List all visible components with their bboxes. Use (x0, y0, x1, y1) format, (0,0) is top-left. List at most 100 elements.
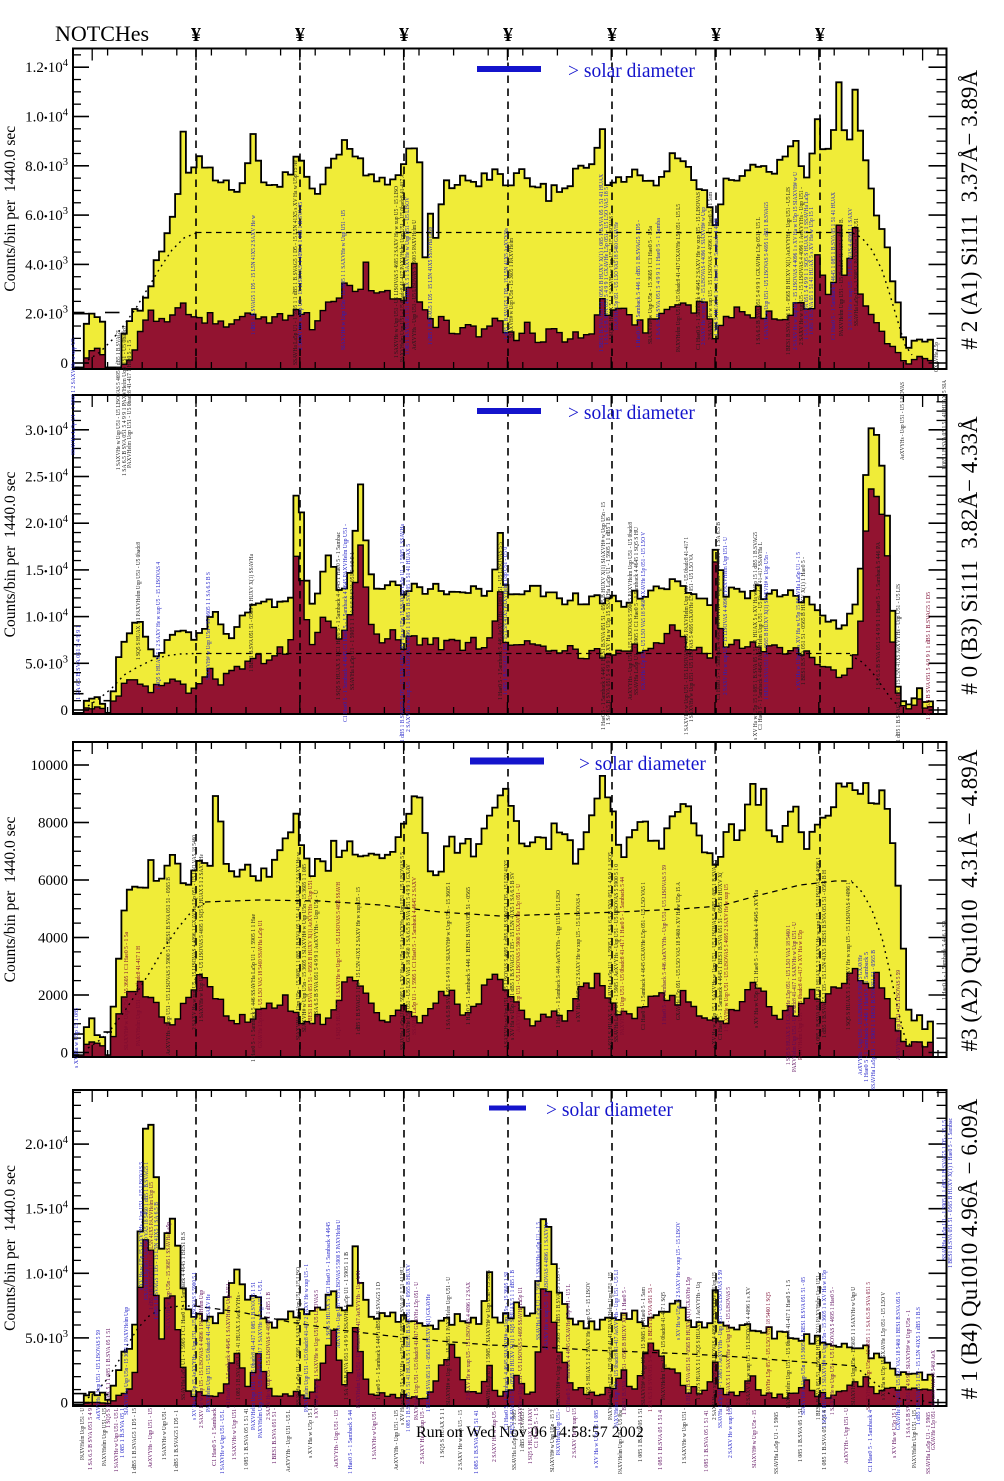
svg-text:GXAVHe L5p 051 - U5 L5O VA5 18: GXAVHe L5p 051 - U5 L5O VA5 18 5460 s XV… (676, 881, 682, 1020)
svg-text:8.0•103: 8.0•103 (25, 157, 68, 175)
svg-text:SIAXVH# w Uqp U5n - 15 3605 1: SIAXVH# w Uqp U5n - 15 3605 1 1 SAXVHe w… (851, 1286, 857, 1405)
svg-text:1.5•104: 1.5•104 (25, 1200, 69, 1218)
svg-text:s XV Ha w U5p 15 s XV Ha w U5p: s XV Ha w U5p 15 s XV Ha w U5p 15 SSAVHa… (796, 552, 802, 690)
svg-text:1 SAXVHe w Uqp U51 - U5 LISOVA: 1 SAXVHe w Uqp U51 - U5 LISOVAS 5 4695 1… (764, 202, 770, 340)
svg-text:6.0•103: 6.0•103 (25, 206, 68, 224)
svg-text:2 SAXV He w xup U5 - 15 LISOVA: 2 SAXV He w xup U5 - 15 LISOVAS 4 4096 1… (793, 171, 799, 350)
svg-text:PAXVHelm Uqp U51 - U5 0badc8 4: PAXVHelm Uqp U51 - U5 0badc8 41-417 2 SA… (304, 1264, 310, 1412)
svg-text:PAXVHelm Uqp U51 - U5 0badc8 4: PAXVHelm Uqp U51 - U5 0badc8 41-417 1 dB… (839, 217, 845, 336)
svg-text:1 BES1 B.SVA 051 51 -: 1 BES1 B.SVA 051 51 - (272, 1408, 278, 1464)
svg-text:1.5•104: 1.5•104 (25, 561, 69, 579)
svg-text:s XV Ha w U5p 15 2 SAXV He w x: s XV Ha w U5p 15 2 SAXV He w xup U5 - 15… (676, 1221, 682, 1340)
svg-text:1 085 1 B.SVA 05 1 51 4: 1 085 1 B.SVA 05 1 51 4 (658, 1410, 664, 1470)
svg-text:C1 Hae0 5 - 1 5: C1 Hae0 5 - 1 5 (534, 1408, 540, 1448)
svg-text:1 085 1 B.SVA 05 1 51 41 HUAX: 1 085 1 B.SVA 05 1 51 41 HUAX 5 2 SAXV H… (816, 857, 822, 1045)
svg-text:PAXVHelm Uqp U51 - U5 0badc8 4: PAXVHelm Uqp U51 - U5 0badc8 41-417 1 Ha… (127, 340, 133, 468)
svg-text:1 BES1 B.SVA 051 51 - 0565 B H: 1 BES1 B.SVA 051 51 - 0565 B HUXV X(1) 1… (598, 173, 605, 352)
svg-text:AeXVYHs - Uqp U51 - U5: AeXVYHs - Uqp U51 - U5 (334, 1410, 340, 1468)
svg-text:1 SA 6.5 B SVA 051 5 4 9 9 1 G: 1 SA 6.5 B SVA 051 5 4 9 9 1 GXAVHe L5p … (604, 187, 610, 345)
svg-text:1 Hae0 5 - 1 5amback 5 446 1 S: 1 Hae0 5 - 1 5amback 5 446 1 SA (942, 919, 948, 1000)
svg-text:AeXVYHs - Uqp U51 - U: AeXVYHs - Uqp U51 - U (844, 1407, 850, 1464)
svg-text:1 SAXVHe w Uqp U51 - U5 LISOVA: 1 SAXVHe w Uqp U51 - U5 LISOVAS 5 4695 P… (684, 537, 690, 735)
svg-text:1 BES1 B.SVA 051 51 - 0565 B H: 1 BES1 B.SVA 051 51 - 0565 B HUXV X(1) 1… (621, 1287, 628, 1415)
svg-text:s XV Ha w U5p 15 s XV Ha w U5p: s XV Ha w U5p 15 s XV Ha w U5p 15 1 085 … (400, 1266, 406, 1425)
svg-text:SIAXVH# w Uqp U5n - 15 3605 1: SIAXVH# w Uqp U5n - 15 3605 1 C1 Hae0 5 … (648, 226, 654, 344)
svg-text:s XV Ha w U5p 15 AeXVYHs - Uqp: s XV Ha w U5p 15 AeXVYHs - Uqp U51 - U5 … (139, 1162, 145, 1290)
svg-text:2.5•104: 2.5•104 (25, 468, 69, 486)
svg-text:PAXVHelm Uqp U51 - U5 0ba: PAXVHelm Uqp U51 - U5 0ba (618, 1410, 624, 1474)
svg-text:SSAVHa La5p U1 - 1 5905: SSAVHa La5p U1 - 1 5905 (512, 1410, 518, 1470)
svg-text:¥: ¥ (503, 24, 513, 46)
svg-text:4.0•103: 4.0•103 (25, 255, 68, 273)
svg-text:1 SQ5 S HUAX 5 1 1 SAXVHe w Uq: 1 SQ5 S HUAX 5 1 1 SAXVHe w Uqp U51 - U5… (336, 881, 342, 1040)
svg-text:s XV Ha w U5p 15 1: s XV Ha w U5p 15 1 (308, 1408, 314, 1458)
svg-text:1 SQ5 S HUAX 5 1 1 SAXVHe w Uq: 1 SQ5 S HUAX 5 1 1 SAXVHe w Uqp U51 - U5… (726, 1287, 732, 1415)
svg-text:1 SAXVHe w Uqp U51 -: 1 SAXVHe w Uqp U51 - (372, 1408, 378, 1460)
svg-text:PAXVHelm Uqp U51 -: PAXVHelm Uqp U51 - (556, 1409, 562, 1455)
svg-text:1 SAXVHe w Uqp U51 - U5 LISOVA: 1 SAXVHe w Uqp U51 - U5 LISOVAS 5 4695 2… (724, 884, 730, 1032)
svg-text:1 SQ5 S HUAX 5 1 2 SAXV He w x: 1 SQ5 S HUAX 5 1 2 SAXV He w xup U5 - 15… (156, 562, 162, 690)
svg-text:1 BES1 B.SVA 051 51 - 0565 B H: 1 BES1 B.SVA 051 51 - 0565 B HUXV X(1) S… (248, 554, 255, 672)
svg-text:2 SAXV He w xup U5: 2 SAXV He w xup U5 (572, 1408, 578, 1458)
svg-text:PAXVHelm Uqp U51 - U5 0badc8 4: PAXVHelm Uqp U51 - U5 0badc8 41-417 2 SA… (206, 1294, 212, 1412)
svg-text:AeXVYHs - Uqp U51 - U5 LISOVAS: AeXVYHs - Uqp U51 - U5 LISOVAS (900, 382, 906, 460)
svg-text:SIAXVH# w Uqp U5n - 15 3605 1: SIAXVH# w Uqp U5n - 15 3605 1 1 Hae0 5 -… (641, 1287, 647, 1405)
svg-text:6000: 6000 (38, 873, 68, 889)
svg-text:1 Hae0 5 - 1 5amback 5 446 1 d: 1 Hae0 5 - 1 5amback 5 446 1 dB5 1 B.SVA… (376, 1282, 382, 1400)
svg-text:4000: 4000 (38, 931, 68, 947)
svg-text:SIAXVH# w Uqp U5n - 15 3605 1: SIAXVH# w Uqp U5n - 15 3605 1 1 085 1 B.… (296, 851, 302, 1040)
svg-text:> solar diameter: > solar diameter (568, 61, 695, 82)
svg-text:1 085 1 B.SVA 05 1 51 41 HUAX: 1 085 1 B.SVA 05 1 51 41 HUAX 5 SIA (942, 379, 948, 470)
svg-text:3.0•104: 3.0•104 (25, 421, 69, 439)
svg-text:1 Hae0 5 - 1 5amback 5 446 1 d: 1 Hae0 5 - 1 5amback 5 446 1 dB5 1 B.SVA… (636, 220, 642, 348)
svg-text:PAXVHelm Uqp U51 - U5 0badc8 4: PAXVHelm Uqp U51 - U5 0badc8 41-417 GXAV… (414, 1281, 420, 1420)
svg-text:2 SAXV He w xup U5 - 15 LISOVA: 2 SAXV He w xup U5 - 15 LISOVAS 4 4096 1… (708, 192, 714, 340)
svg-text:s XV Ha w U5p 15 2 SAXV He w x: s XV Ha w U5p 15 2 SAXV He w xup U5 - 15… (576, 894, 582, 1022)
svg-text:1 dB5 1 B.SVAG5 1 D5 - 1: 1 dB5 1 B.SVAG5 1 D5 - 1 (174, 1410, 180, 1472)
svg-text:AeXVYHs - Uqp U51 - U5 LISOVAS: AeXVYHs - Uqp U51 - U5 LISOVAS 5 5900 5 … (628, 522, 634, 700)
svg-text:1 dB5 1 B.SVAG5 1 D5 - 15 L5N: 1 dB5 1 B.SVAG5 1 D5 - 15 L5N 41X5 1 BES… (822, 869, 828, 1038)
svg-text:2 SAXV He w xup U5 - 15 LISOVA: 2 SAXV He w xup U5 - 15 LISOVAS 4 4096 1… (406, 544, 412, 732)
svg-text:1 SAXVHe w Uqp U51 - U5 LISOVA: 1 SAXVHe w Uqp U51 - U5 LISOVAS 5 4695 2… (394, 186, 400, 358)
svg-text:SSAVHa La5p U1 - 1 5905: SSAVHa La5p U1 - 1 5905 (926, 1412, 932, 1474)
svg-text:SIAXVH# w Uqp U5n - 15 3605 1: SIAXVH# w Uqp U5n - 15 3605 1 PAXVHelm U… (124, 1307, 130, 1415)
svg-text:1 085 1 B.SVA 05 1 51 41 HUAX: 1 085 1 B.SVA 05 1 51 41 HUAX 5 1 BES1 B… (406, 1263, 412, 1432)
svg-text:GXAVHe L5p 051 - U5 L5O VA5 18: GXAVHe L5p 051 - U5 L5O VA5 18 5460 GXAV… (614, 222, 620, 330)
svg-text:1 SA 6.5 B SVA 051 5 4 9 9 1 1: 1 SA 6.5 B SVA 051 5 4 9 9 1 1 Hae0 5 - … (656, 218, 662, 340)
svg-text:2 SAXV He w xup U5 - 15 LISOVA: 2 SAXV He w xup U5 - 15 LISOVAS 4 4096 1… (712, 1272, 718, 1420)
svg-text:1 SAXVHe w Uqp U51 - U5 L: 1 SAXVHe w Uqp U51 - U5 L (114, 1408, 120, 1472)
svg-text:1 SA 6.5 B SVA 051 5 4 9 9 1 P: 1 SA 6.5 B SVA 051 5 4 9 9 1 PAXVHelm Uq… (122, 326, 128, 476)
svg-text:1 SQ5 S HUAX 5 1 PAXV: 1 SQ5 S HUAX 5 1 PAXV (528, 1407, 534, 1464)
svg-text:SSAVHa La5p U1 - 1 5905 1 SIAX: SSAVHa La5p U1 - 1 5905 1 SIAXVH# w Uqp … (486, 1270, 492, 1408)
svg-text:1 SQ5 S HUAX 5 1 1 085 1 B.SVA: 1 SQ5 S HUAX 5 1 1 085 1 B.SVA 05 1 51 (106, 1328, 112, 1428)
svg-text:SIAXVH# w Uqp U5n - 15 3605 1: SIAXVH# w Uqp U5n - 15 3605 1 SSAVHa La5… (166, 1222, 172, 1330)
svg-text:1 SA 6.5 B SVA 051 5 4 9 9 1 1: 1 SA 6.5 B SVA 051 5 4 9 9 1 1 BES1 B.SV… (648, 1284, 654, 1412)
svg-text:1 BES1 B.SVA 051 51 - 0565 B H: 1 BES1 B.SVA 051 51 - 0565 B HUXV X(1) 1… (509, 1270, 516, 1438)
svg-text:0: 0 (61, 1046, 69, 1062)
svg-text:Counts/bin per 1440.0 sec: Counts/bin per 1440.0 sec (2, 126, 19, 292)
svg-text:1 dB5 1 B.SVAG5 1 D5 - 15 L5N: 1 dB5 1 B.SVAG5 1 D5 - 15 L5N 41X5 1 dB5… (916, 1307, 922, 1425)
svg-text:¥: ¥ (399, 24, 409, 46)
svg-text:Counts/bin per 1440.0 sec: Counts/bin per 1440.0 sec (2, 817, 19, 983)
svg-text:PAXVHelm Uqp U51 - U5: PAXVHelm Uqp U51 - U5 (102, 1408, 108, 1466)
svg-text:1 085 1 B.SVA 05 1 51 41 HUAX: 1 085 1 B.SVA 05 1 51 41 HUAX 5 AeXVYHs … (236, 1292, 242, 1400)
svg-text:AeXVYHs - Uqp U51 - U5 LISOVAS: AeXVYHs - Uqp U51 - U5 LISOVAS 5 59 (96, 1330, 102, 1420)
svg-text:AeXVYHs - Uqp U51 - U5 LISOVAS: AeXVYHs - Uqp U51 - U5 LISOVAS 5 5900 5 … (336, 1219, 342, 1348)
svg-text:GXAVHe L5p 051 - U5 L5O VA5 18: GXAVHe L5p 051 - U5 L5O VA5 18 5460 GXAV… (641, 531, 647, 690)
svg-text:PAXVHelm Uqp U51 - U5 0badc8 4: PAXVHelm Uqp U51 - U5 0badc8 41-417 1 H (136, 945, 142, 1046)
svg-text:C1 Hae0 5 - 1 5amback 4 4645 1: C1 Hae0 5 - 1 5amback 4 4645 1 BES1 B.SV… (717, 872, 724, 1040)
svg-text:PAXVHelm Uqp U51 - U5 0badc8 4: PAXVHelm Uqp U51 - U5 0badc8 41-417 1 Ha… (620, 877, 626, 1035)
svg-text:¥: ¥ (815, 24, 825, 46)
svg-text:0: 0 (61, 356, 69, 372)
svg-text:1 SQ5 S HUAX 5 1 1 SAXVHe w Uq: 1 SQ5 S HUAX 5 1 1 SAXVHe w Uqp U51 - U5… (609, 212, 615, 340)
svg-text:C1 Hae0 5 - 1 5amback 4 4645 P: C1 Hae0 5 - 1 5amback 4 4645 PAXVHelm Uq… (758, 542, 764, 730)
svg-text:Counts/bin per 1440.0 sec: Counts/bin per 1440.0 sec (2, 472, 19, 638)
svg-text:1 085 1 B.SVA 05 1 51 41: 1 085 1 B.SVA 05 1 51 41 (244, 1408, 250, 1470)
svg-text:GXAVHe L5p 051 - U5 L5O VA5 18: GXAVHe L5p 051 - U5 L5O VA5 18 5460 1 SA… (406, 863, 412, 1042)
svg-text:PAXVHelm Uqp U51 - U5 0badc8 4: PAXVHelm Uqp U51 - U5 0badc8 41-417 PAXV… (400, 173, 406, 362)
svg-text:SIAXVH# w Uqp U5n - 15 3605 1: SIAXVH# w Uqp U5n - 15 3605 1 SIAXVH# w … (302, 864, 308, 1032)
svg-text:1 085 1 B.SVA 05 1 51 41 HUAX: 1 085 1 B.SVA 05 1 51 41 HUAX 5 1 SAXVHe… (405, 196, 411, 355)
svg-text:SIAXVH# w Uqp U5n - 15 3605 1: SIAXVH# w Uqp U5n - 15 3605 1 C1 Hae0 5 … (124, 932, 130, 1050)
svg-text:s XV Ha w U5p 15 GXAVHe L5p 05: s XV Ha w U5p 15 GXAVHe L5p 051 - U5 L5O… (881, 1291, 887, 1400)
svg-text:s XV Ha w U5p 15 C1 Hae0 5 - 1: s XV Ha w U5p 15 C1 Hae0 5 - 1 5amback 4… (754, 890, 760, 1028)
